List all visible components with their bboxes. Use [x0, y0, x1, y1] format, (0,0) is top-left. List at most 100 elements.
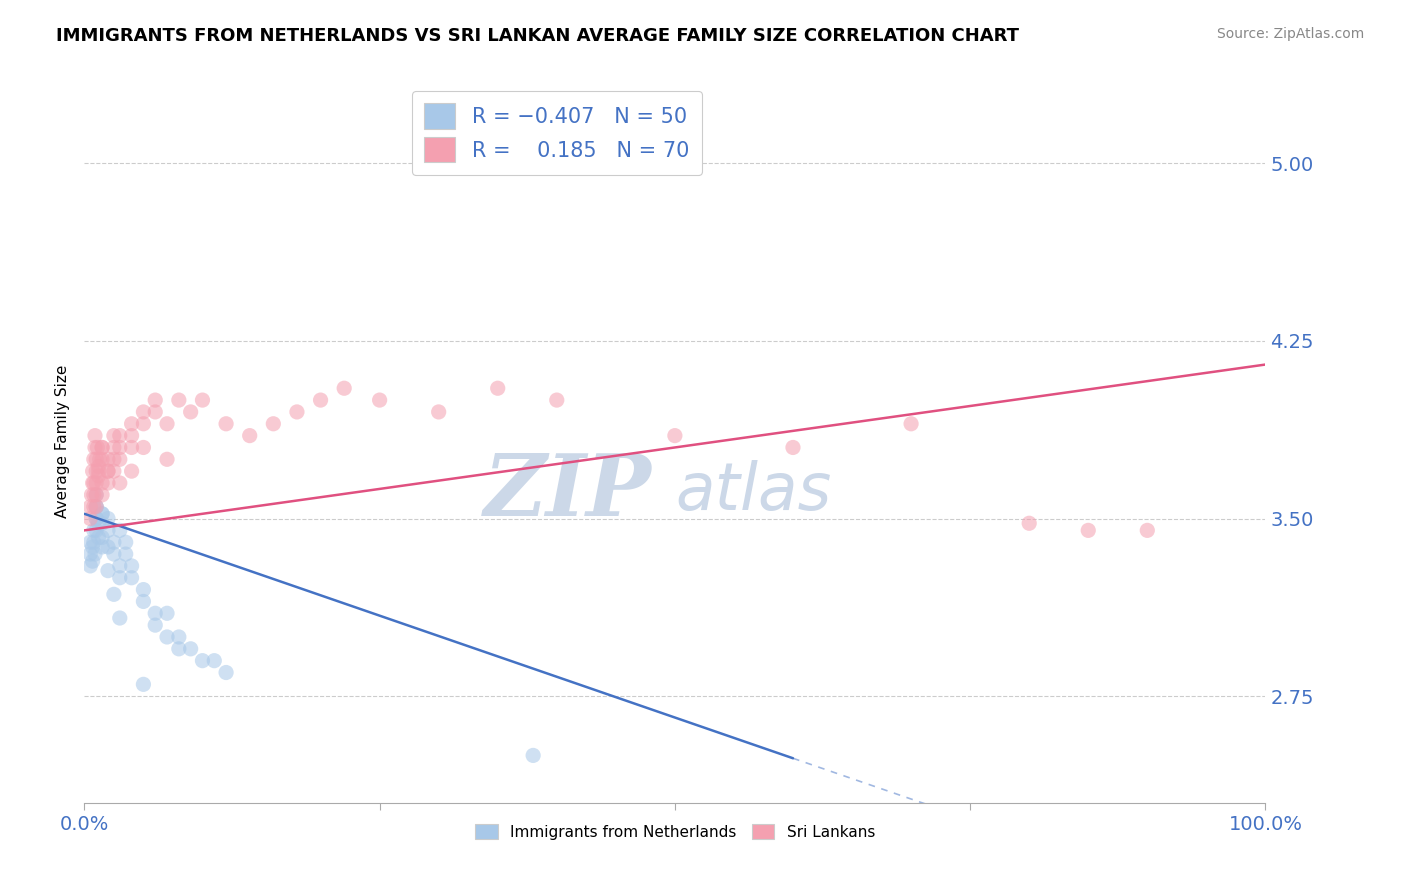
- Point: [900, 417, 922, 431]
- Point: [103, 547, 125, 561]
- Point: [84, 500, 107, 514]
- Point: [84, 428, 107, 442]
- Point: [91, 488, 114, 502]
- Point: [782, 441, 804, 455]
- Point: [486, 381, 509, 395]
- Point: [427, 405, 450, 419]
- Point: [84, 511, 107, 525]
- Point: [132, 582, 155, 597]
- Point: [79, 558, 101, 573]
- Point: [89, 452, 111, 467]
- Point: [91, 452, 114, 467]
- Point: [143, 607, 166, 621]
- Point: [108, 611, 131, 625]
- Point: [86, 441, 108, 455]
- Point: [108, 441, 131, 455]
- Point: [82, 475, 104, 490]
- Point: [82, 554, 104, 568]
- Point: [143, 393, 166, 408]
- Point: [97, 464, 120, 478]
- Point: [132, 677, 155, 691]
- Point: [143, 618, 166, 632]
- Point: [103, 464, 125, 478]
- Point: [167, 641, 190, 656]
- Point: [108, 475, 131, 490]
- Point: [103, 428, 125, 442]
- Point: [103, 452, 125, 467]
- Point: [91, 531, 114, 545]
- Point: [215, 417, 238, 431]
- Point: [114, 547, 136, 561]
- Point: [132, 441, 155, 455]
- Point: [84, 488, 107, 502]
- Point: [180, 405, 202, 419]
- Text: IMMIGRANTS FROM NETHERLANDS VS SRI LANKAN AVERAGE FAMILY SIZE CORRELATION CHART: IMMIGRANTS FROM NETHERLANDS VS SRI LANKA…: [56, 27, 1019, 45]
- Point: [132, 594, 155, 608]
- Point: [87, 516, 110, 531]
- Point: [191, 393, 214, 408]
- Point: [1077, 524, 1099, 538]
- Point: [1136, 524, 1159, 538]
- Point: [202, 654, 225, 668]
- Point: [121, 441, 143, 455]
- Point: [132, 405, 155, 419]
- Point: [156, 452, 179, 467]
- Point: [87, 531, 110, 545]
- Point: [91, 540, 114, 554]
- Point: [91, 516, 114, 531]
- Point: [121, 464, 143, 478]
- Point: [108, 558, 131, 573]
- Text: Source: ZipAtlas.com: Source: ZipAtlas.com: [1216, 27, 1364, 41]
- Point: [262, 417, 284, 431]
- Point: [108, 524, 131, 538]
- Point: [97, 475, 120, 490]
- Point: [143, 405, 166, 419]
- Point: [84, 464, 107, 478]
- Point: [87, 464, 110, 478]
- Point: [285, 405, 308, 419]
- Point: [97, 452, 120, 467]
- Point: [368, 393, 391, 408]
- Point: [180, 641, 202, 656]
- Point: [239, 428, 262, 442]
- Point: [664, 428, 686, 442]
- Point: [97, 511, 120, 525]
- Point: [333, 381, 356, 395]
- Point: [91, 507, 114, 521]
- Point: [84, 524, 107, 538]
- Point: [309, 393, 332, 408]
- Point: [108, 571, 131, 585]
- Point: [87, 459, 110, 474]
- Point: [215, 665, 238, 680]
- Point: [156, 630, 179, 644]
- Point: [546, 393, 568, 408]
- Point: [91, 441, 114, 455]
- Point: [97, 524, 120, 538]
- Point: [84, 500, 107, 514]
- Point: [79, 547, 101, 561]
- Point: [103, 535, 125, 549]
- Point: [83, 475, 105, 490]
- Point: [84, 488, 107, 502]
- Legend: Immigrants from Netherlands, Sri Lankans: Immigrants from Netherlands, Sri Lankans: [468, 818, 882, 846]
- Point: [87, 469, 110, 483]
- Point: [84, 441, 107, 455]
- Point: [79, 535, 101, 549]
- Point: [121, 428, 143, 442]
- Point: [79, 511, 101, 525]
- Point: [83, 500, 105, 514]
- Point: [79, 500, 101, 514]
- Point: [82, 464, 104, 478]
- Point: [83, 524, 105, 538]
- Point: [83, 535, 105, 549]
- Point: [84, 475, 107, 490]
- Point: [121, 417, 143, 431]
- Point: [97, 564, 120, 578]
- Point: [167, 393, 190, 408]
- Point: [108, 452, 131, 467]
- Text: ZIP: ZIP: [484, 450, 651, 534]
- Text: atlas: atlas: [675, 460, 831, 524]
- Point: [83, 452, 105, 467]
- Point: [84, 500, 107, 514]
- Y-axis label: Average Family Size: Average Family Size: [55, 365, 70, 518]
